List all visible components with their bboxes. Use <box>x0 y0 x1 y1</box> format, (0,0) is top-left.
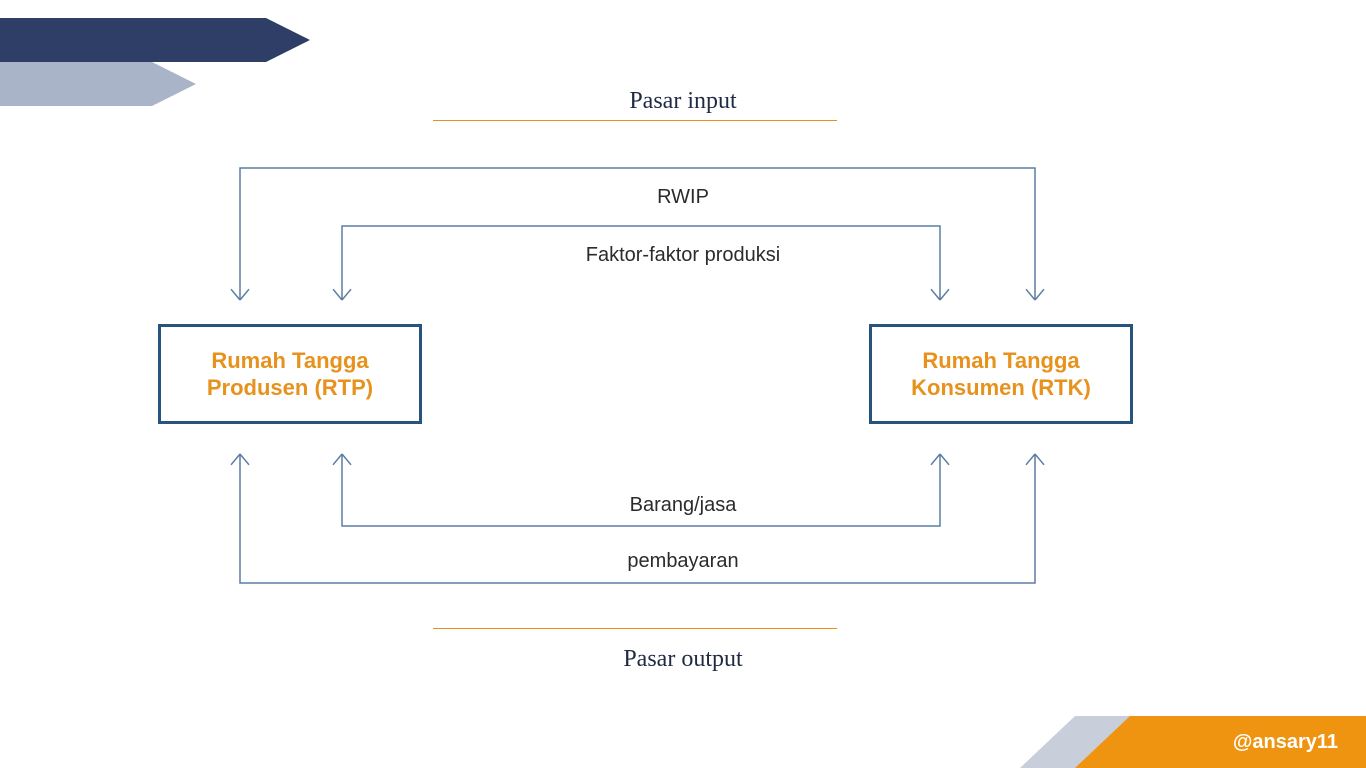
node-rtp-label: Rumah Tangga Produsen (RTP) <box>175 347 405 402</box>
label-pembayaran: pembayaran <box>0 550 1366 573</box>
node-rtk-label: Rumah Tangga Konsumen (RTK) <box>886 347 1116 402</box>
title-pasar-output: Pasar output <box>0 646 1366 673</box>
node-rtk: Rumah Tangga Konsumen (RTK) <box>869 324 1133 424</box>
underline-top <box>433 120 837 121</box>
title-pasar-input: Pasar input <box>0 88 1366 115</box>
node-rtp: Rumah Tangga Produsen (RTP) <box>158 324 422 424</box>
label-rwip: RWIP <box>0 186 1366 209</box>
slide-canvas: Pasar input Pasar output Rumah Tangga Pr… <box>0 0 1366 768</box>
footer-handle: @ansary11 <box>1233 731 1338 754</box>
label-barang-jasa: Barang/jasa <box>0 494 1366 517</box>
label-faktor-produksi: Faktor-faktor produksi <box>0 244 1366 267</box>
underline-bottom <box>433 628 837 629</box>
